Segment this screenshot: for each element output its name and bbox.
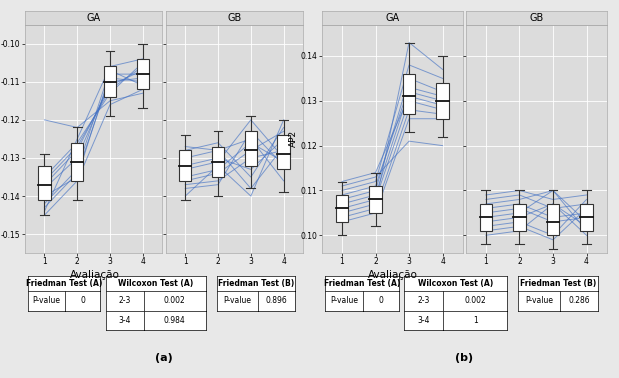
Text: GA: GA — [385, 13, 399, 23]
Text: 2-3: 2-3 — [418, 296, 430, 305]
Text: 0.002: 0.002 — [164, 296, 186, 305]
Text: Avaliação: Avaliação — [69, 270, 119, 280]
Text: 3-4: 3-4 — [118, 316, 131, 325]
Text: 3-4: 3-4 — [418, 316, 430, 325]
Text: Friedman Test (B): Friedman Test (B) — [520, 279, 596, 288]
Text: Wilcoxon Test (A): Wilcoxon Test (A) — [418, 279, 493, 288]
FancyBboxPatch shape — [436, 83, 449, 119]
Text: Wilcoxon Test (A): Wilcoxon Test (A) — [118, 279, 193, 288]
FancyBboxPatch shape — [335, 195, 348, 222]
Text: 2-3: 2-3 — [118, 296, 131, 305]
Text: (b): (b) — [455, 353, 474, 363]
FancyBboxPatch shape — [480, 204, 492, 231]
Text: GB: GB — [529, 13, 543, 23]
FancyBboxPatch shape — [547, 204, 560, 235]
Text: 0.002: 0.002 — [464, 296, 486, 305]
Text: 0.984: 0.984 — [164, 316, 186, 325]
Text: P-value: P-value — [525, 296, 553, 305]
Text: 0: 0 — [80, 296, 85, 305]
Text: P-value: P-value — [32, 296, 61, 305]
FancyBboxPatch shape — [212, 147, 224, 177]
Text: 0.896: 0.896 — [266, 296, 287, 305]
Text: GA: GA — [87, 13, 101, 23]
FancyBboxPatch shape — [580, 204, 593, 231]
FancyBboxPatch shape — [277, 135, 290, 169]
FancyBboxPatch shape — [104, 67, 116, 97]
Text: GB: GB — [227, 13, 241, 23]
Text: Friedman Test (B): Friedman Test (B) — [218, 279, 294, 288]
Text: P-value: P-value — [330, 296, 358, 305]
FancyBboxPatch shape — [513, 204, 526, 231]
Text: Friedman Test (A): Friedman Test (A) — [25, 279, 102, 288]
Text: Avaliação: Avaliação — [368, 270, 418, 280]
Y-axis label: AP2: AP2 — [289, 130, 298, 147]
FancyBboxPatch shape — [369, 186, 382, 213]
Text: P-value: P-value — [223, 296, 251, 305]
FancyBboxPatch shape — [71, 143, 84, 181]
FancyBboxPatch shape — [38, 166, 51, 200]
Text: Friedman Test (A): Friedman Test (A) — [324, 279, 400, 288]
FancyBboxPatch shape — [137, 59, 149, 89]
Text: 0: 0 — [379, 296, 383, 305]
FancyBboxPatch shape — [403, 74, 415, 114]
Text: (a): (a) — [155, 353, 173, 363]
FancyBboxPatch shape — [245, 131, 257, 166]
FancyBboxPatch shape — [179, 150, 191, 181]
Text: 0.286: 0.286 — [568, 296, 590, 305]
Text: 1: 1 — [473, 316, 478, 325]
